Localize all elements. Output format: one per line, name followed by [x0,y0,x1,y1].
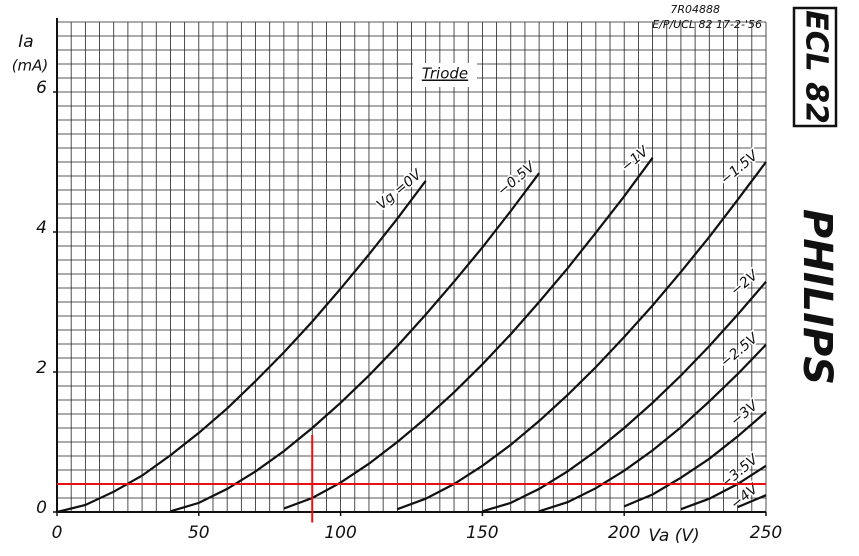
chart-title: Triode [422,65,468,83]
curve [396,161,767,511]
y-unit: (mA) [12,57,49,75]
x-tick-label: 50 [188,523,210,543]
curve [482,280,767,513]
curve [56,180,427,514]
curve [623,411,767,508]
curve [680,464,767,511]
curve [283,157,654,510]
title-bg [413,63,477,87]
curve [737,494,767,509]
y-label: Ia [18,32,33,52]
brand: PHILIPS [794,209,840,385]
x-tick-label: 0 [52,523,63,543]
tube-name: ECL 82 [799,10,834,124]
x-label: Va (V) [648,526,699,546]
x-tick-label: 200 [608,523,640,543]
tube-box [792,6,838,128]
y-tick-label: 4 [36,218,47,238]
y-tick-label: 0 [36,498,47,518]
reference: E/P/UCL 82 17-2-'56 [652,18,762,31]
curve [538,343,767,513]
curve [170,172,540,513]
y-tick-label: 2 [36,358,47,378]
x-tick-label: 100 [324,523,356,543]
x-tick-label: 150 [466,523,498,543]
code: 7R04888 [670,3,720,16]
y-tick-label: 6 [36,78,47,98]
x-tick-label: 250 [750,523,782,543]
